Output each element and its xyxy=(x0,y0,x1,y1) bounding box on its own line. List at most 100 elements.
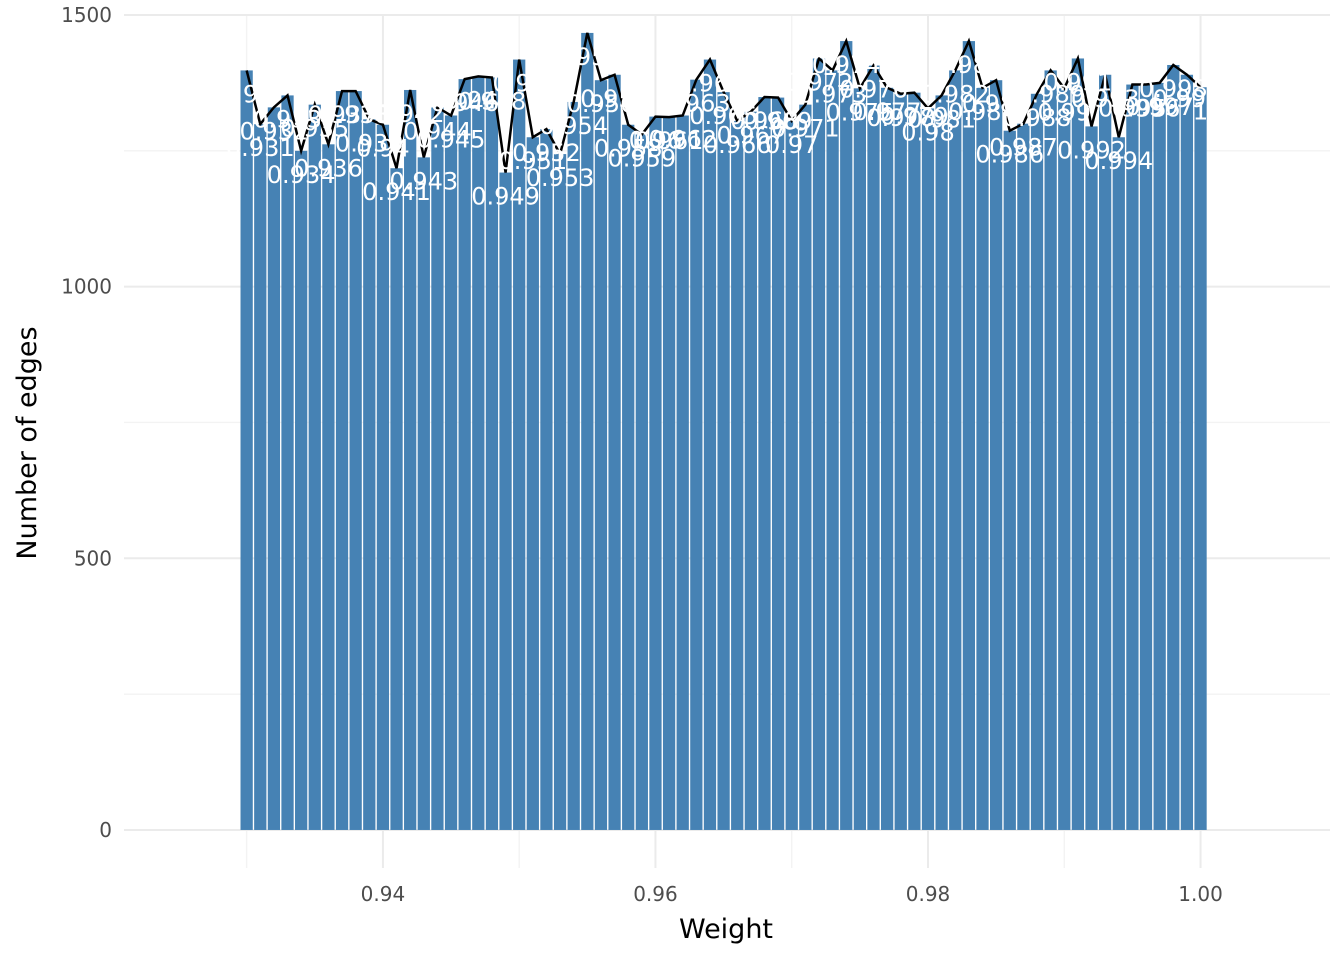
bar-label: 0.956 xyxy=(567,90,636,118)
bar xyxy=(404,89,417,830)
bar-label: 0.965 xyxy=(689,102,758,130)
bar-label: 0.979 xyxy=(880,103,949,131)
bar xyxy=(526,137,539,830)
bar-label: 0.975 xyxy=(826,98,895,126)
bar xyxy=(1194,87,1207,830)
bar xyxy=(731,120,744,830)
bar xyxy=(308,104,321,830)
bar xyxy=(962,41,976,830)
bar xyxy=(1003,130,1016,830)
bar xyxy=(295,150,308,830)
bar xyxy=(472,76,485,830)
bar-label: 0.93 xyxy=(220,80,273,108)
bar-label: 0.957 xyxy=(580,85,649,113)
bar xyxy=(976,87,989,830)
bar xyxy=(363,119,376,830)
bar xyxy=(390,168,403,830)
bar xyxy=(758,97,771,830)
bar-label: 0.943 xyxy=(389,167,458,195)
bar-label: 0.984 xyxy=(948,98,1017,126)
bar xyxy=(281,95,294,830)
bar xyxy=(444,115,458,830)
bar-label: 0.998 xyxy=(1139,75,1208,103)
bar xyxy=(485,77,499,830)
bar xyxy=(1071,58,1085,830)
bar-label: 0.995 xyxy=(1098,95,1167,123)
bar-label: 0.962 xyxy=(648,126,717,154)
bar-label: 0.933 xyxy=(253,105,322,133)
y-tick-label: 0 xyxy=(99,818,112,842)
bar-label: 0.94 xyxy=(356,135,409,163)
x-tick-label: 0.98 xyxy=(906,882,951,906)
bar-label: 0.946 xyxy=(430,89,499,117)
bar xyxy=(240,70,253,830)
bar xyxy=(567,101,580,830)
bar xyxy=(540,129,553,830)
bar xyxy=(1085,126,1098,830)
bar-label: 0.966 xyxy=(703,131,772,159)
bar xyxy=(880,87,894,830)
bar xyxy=(853,88,866,830)
bar xyxy=(1112,137,1125,830)
bar xyxy=(990,80,1003,830)
bar-label: 0.961 xyxy=(635,127,704,155)
bar xyxy=(908,92,921,830)
bar xyxy=(949,70,962,830)
bar-label: 0.96 xyxy=(629,127,682,155)
bar-label: 0.974 xyxy=(812,51,881,79)
y-tick-label: 1500 xyxy=(61,3,112,27)
bar xyxy=(267,107,281,830)
bar xyxy=(1180,74,1194,830)
bar xyxy=(349,91,362,830)
bar-label: 0.934 xyxy=(267,161,336,189)
bar xyxy=(635,134,648,830)
bar-label: 0.97 xyxy=(765,131,818,159)
bar-label: 0.999 xyxy=(1153,85,1222,113)
bar-label: 0.968 xyxy=(730,107,799,135)
bar xyxy=(431,107,444,830)
bar-label: 0.977 xyxy=(853,98,922,126)
x-tick-label: 0.94 xyxy=(361,882,406,906)
bar xyxy=(1058,88,1071,830)
bar xyxy=(799,104,812,830)
bar xyxy=(1126,84,1139,830)
bar xyxy=(1030,93,1044,830)
bar xyxy=(335,91,349,830)
bar-label: 0.944 xyxy=(403,117,472,145)
bar-label: 0.942 xyxy=(376,100,445,128)
bar-label: 0.98 xyxy=(901,118,954,146)
bar xyxy=(458,79,471,830)
bar-label: 0.989 xyxy=(1016,80,1085,108)
bar-label: 0.939 xyxy=(335,129,404,157)
bar-label: 0.952 xyxy=(512,139,581,167)
bar-label: 0.963 xyxy=(662,90,731,118)
bar xyxy=(867,65,880,830)
bar xyxy=(417,157,430,830)
bar-label: 0.945 xyxy=(417,126,486,154)
bar-label: 0.981 xyxy=(907,105,976,133)
bar-label: 0.931 xyxy=(226,134,295,162)
bar-label: 0.985 xyxy=(962,90,1031,118)
bar xyxy=(1139,84,1153,830)
bar xyxy=(322,144,335,830)
bar xyxy=(254,124,267,830)
bar xyxy=(676,115,689,830)
bar xyxy=(594,80,608,830)
bar xyxy=(935,95,948,830)
bar-label: 0.954 xyxy=(539,112,608,140)
bar xyxy=(717,92,730,830)
bar-label: 0.988 xyxy=(1003,104,1072,132)
bar xyxy=(1044,70,1057,830)
bar-label: 0.99 xyxy=(1038,98,1091,126)
bar xyxy=(1153,82,1166,830)
bar xyxy=(499,172,512,830)
bar-label: 0.949 xyxy=(471,183,540,211)
bar xyxy=(744,111,757,830)
bar-label: 0.992 xyxy=(1057,136,1126,164)
bar-label: 0.955 xyxy=(553,43,622,71)
bar xyxy=(581,32,594,830)
bar xyxy=(376,124,390,830)
bar xyxy=(608,74,621,830)
bar-label: 0.947 xyxy=(444,86,513,114)
